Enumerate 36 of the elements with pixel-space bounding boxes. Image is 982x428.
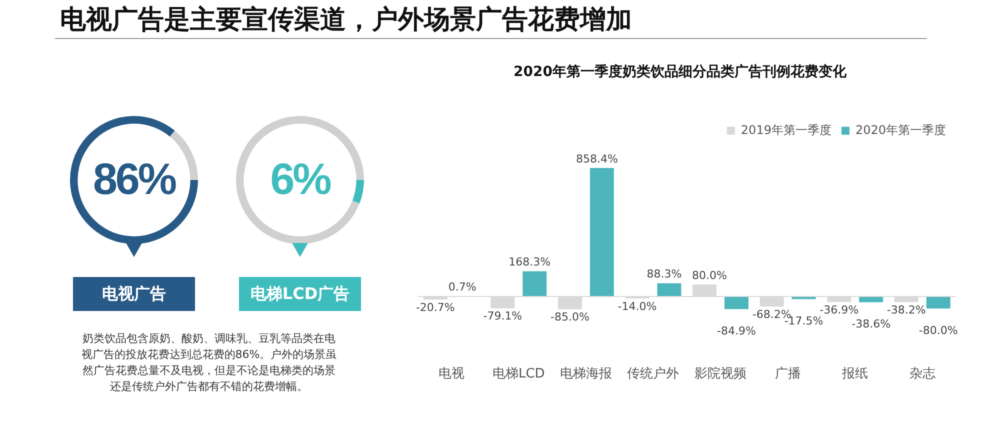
x-tick-label: 电梯海报: [560, 366, 612, 382]
text: 6%: [269, 154, 332, 206]
bar: [522, 271, 547, 296]
data-label: -80.0%: [918, 324, 958, 337]
text: 电视广告: [73, 277, 195, 311]
data-label: -36.9%: [820, 303, 859, 316]
data-label: 0.7%: [448, 280, 476, 294]
data-label: -38.2%: [886, 304, 926, 317]
data-label: 88.3%: [646, 268, 682, 281]
data-label: 80.0%: [692, 268, 728, 282]
text: 奶类饮品包含原奶、酸奶、调味乳、豆乳等品类在电视广告的投放花费达到总花费的86%。户外的场景虽然广告花费总量不及电视，但是不论是电梯类的场景还是传统户外广告都有不错的花费增幅。: [80, 331, 338, 395]
text: 86%: [92, 154, 177, 206]
chart-title: 2020年第一季度奶类饮品细分品类广告刊例花费变化: [514, 63, 848, 80]
x-tick-label: 传统户外: [627, 366, 680, 382]
data-label: -85.0%: [550, 310, 590, 324]
x-tick-label: 报纸: [841, 366, 868, 382]
data-label: -79.1%: [483, 310, 522, 323]
bar: [657, 283, 682, 296]
text: 电梯LCD广告: [239, 277, 361, 311]
bar: [724, 296, 748, 310]
x-tick-label: 广播: [774, 366, 801, 382]
x-tick-label: 电视: [438, 366, 464, 382]
data-label: 168.3%: [508, 256, 551, 269]
x-tick-label: 影院视频: [694, 366, 747, 382]
bar: [590, 168, 614, 296]
data-label: 858.4%: [576, 152, 618, 166]
data-label: -20.7%: [416, 300, 455, 314]
data-label: -14.0%: [618, 300, 657, 313]
text: 电视广告是主要宣传渠道，户外场景广告花费增加: [60, 4, 632, 37]
data-label: -38.6%: [852, 318, 891, 331]
x-tick-label: 电梯LCD: [492, 366, 545, 382]
legend-label: 2019年第一季度: [740, 122, 832, 137]
x-tick-label: 杂志: [909, 366, 936, 382]
bar: [926, 296, 950, 308]
data-label: -84.9%: [717, 324, 756, 338]
legend-label: 2020年第一季度: [855, 122, 946, 137]
